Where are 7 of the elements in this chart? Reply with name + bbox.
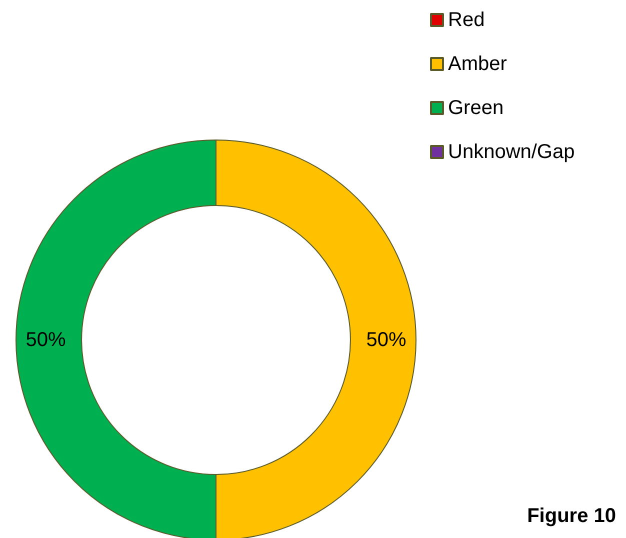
legend-label: Unknown/Gap [448, 141, 575, 163]
data-label: 50% [366, 329, 406, 351]
data-label: 50% [26, 329, 66, 351]
legend-label: Red [448, 9, 485, 31]
caption: Figure 10 [527, 505, 616, 527]
legend-label: Amber [448, 53, 508, 75]
legend-label: Green [448, 97, 504, 119]
